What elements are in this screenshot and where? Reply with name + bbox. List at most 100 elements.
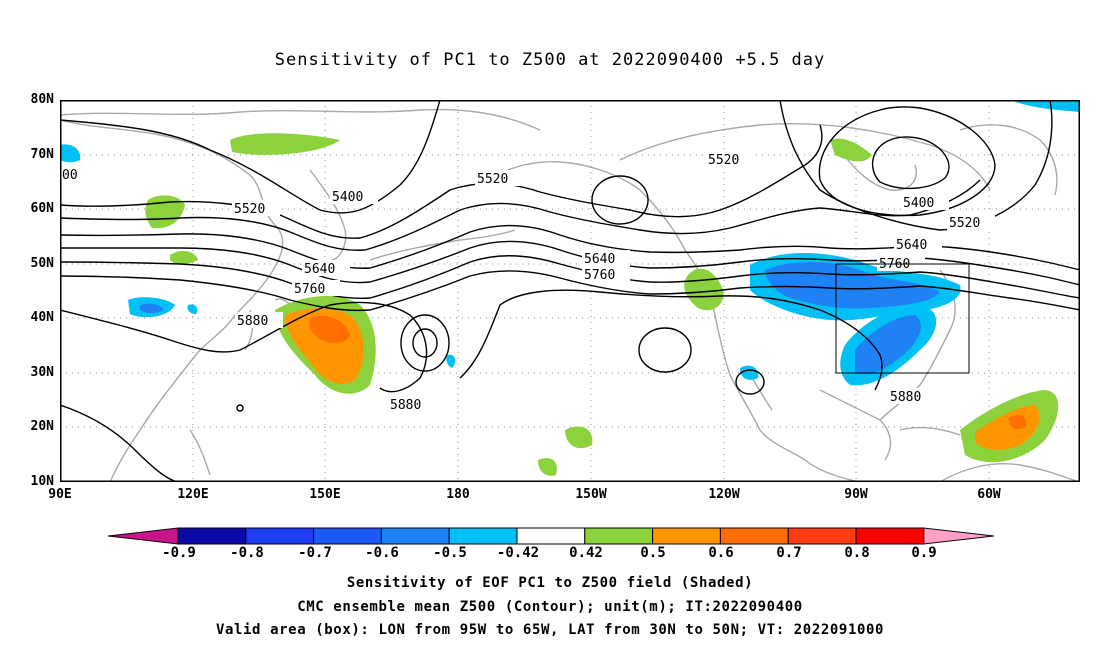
coastline-philippines xyxy=(189,429,211,476)
colorbar-label: 0.8 xyxy=(844,545,870,561)
contour-5400-east-inner xyxy=(871,136,950,190)
contour-label-5760-pacific: 5760 xyxy=(584,268,615,283)
map-canvas: 5400 5520 5640 5760 5880 5520 5640 5760 … xyxy=(60,100,1080,482)
coastline-gulf-mexico xyxy=(819,389,892,461)
contour-closed-f xyxy=(236,404,244,412)
shade-blue-mexico xyxy=(740,365,759,380)
colorbar-cell xyxy=(380,527,450,545)
shade-green-hawaii-a xyxy=(565,426,593,449)
contour-label-5880: 5880 xyxy=(237,314,268,329)
colorbar-left-tip xyxy=(108,527,179,545)
lat-label-10n: 10N xyxy=(30,474,54,489)
colorbar-label: -0.7 xyxy=(298,545,332,561)
lat-label-40n: 40N xyxy=(30,310,54,325)
shade-green-siberia xyxy=(145,195,185,229)
shade-darkorange-japan xyxy=(309,315,350,343)
contour-label-5880-east: 5880 xyxy=(890,390,921,405)
lon-label-90w: 90W xyxy=(844,487,868,502)
contour-label-partial: 00 xyxy=(62,168,78,183)
map-panel: 5400 5520 5640 5760 5880 5520 5640 5760 … xyxy=(60,100,1080,482)
contour-5880-c xyxy=(60,404,181,482)
map-frame xyxy=(60,100,1080,482)
coastline-alaska xyxy=(479,161,686,251)
contour-5400-west xyxy=(60,100,441,214)
shade-blue-arctic xyxy=(1010,100,1080,112)
coastline-siberia-north xyxy=(60,108,541,131)
lat-label-30n: 30N xyxy=(30,365,54,380)
colorbar-cell xyxy=(719,527,789,545)
shade-blue-tiny-b xyxy=(446,354,456,368)
coastline-south-america xyxy=(939,462,1080,482)
colorbar-cell xyxy=(245,527,315,545)
contour-label-5640-pacific: 5640 xyxy=(584,252,615,267)
shade-blue-tiny-a xyxy=(187,304,198,314)
coastline-baja xyxy=(749,374,773,411)
contour-label-5640: 5640 xyxy=(304,262,335,277)
shade-medblue-us-east xyxy=(855,315,921,375)
shade-green-hudson xyxy=(830,138,872,162)
lon-label-120w: 120W xyxy=(708,487,740,502)
colorbar-cell xyxy=(516,527,586,545)
contour-label-5880-central: 5880 xyxy=(390,398,421,413)
lon-label-150e: 150E xyxy=(309,487,341,502)
shade-green-small-a xyxy=(170,250,198,265)
colorbar-label: 0.9 xyxy=(911,545,937,561)
contour-5880-a xyxy=(60,301,428,393)
contour-closed-d xyxy=(591,175,649,225)
shade-darkorange-atlantic xyxy=(1008,414,1027,430)
coastline-aleutians xyxy=(369,229,516,261)
contour-5880-b xyxy=(459,289,883,391)
contour-label-5520-pacific: 5520 xyxy=(477,172,508,187)
colorbar-right-tip xyxy=(923,527,994,545)
map-title: Sensitivity of PC1 to Z500 at 2022090400… xyxy=(274,50,826,70)
shade-blue-asia-core xyxy=(140,303,164,313)
contour-label-5640-east: 5640 xyxy=(896,238,927,253)
coastline-hudson-bay xyxy=(839,149,917,191)
colorbar-label: 0.5 xyxy=(640,545,666,561)
shade-orange-atlantic xyxy=(975,405,1040,450)
contour-label-5520: 5520 xyxy=(234,202,265,217)
contour-5520-a xyxy=(60,124,823,239)
valid-area-box xyxy=(835,263,970,374)
colorbar-cells xyxy=(108,527,994,545)
coastline-kamchatka xyxy=(309,169,347,261)
colorbar-cell xyxy=(584,527,654,545)
lat-label-60n: 60N xyxy=(30,201,54,216)
lon-label-150w: 150W xyxy=(575,487,607,502)
caption-line-3: Valid area (box): LON from 95W to 65W, L… xyxy=(215,622,885,638)
shade-green-kamchatka xyxy=(230,133,340,155)
caption-line-1: Sensitivity of EOF PC1 to Z500 field (Sh… xyxy=(346,575,754,591)
shade-green-hawaii-b xyxy=(538,458,557,476)
colorbar-label: 0.42 xyxy=(569,545,603,561)
lat-label-70n: 70N xyxy=(30,147,54,162)
coastline-canada-arctic xyxy=(619,123,991,191)
contour-5760-b xyxy=(60,270,1080,312)
lat-label-20n: 20N xyxy=(30,419,54,434)
coastline-east-asia xyxy=(60,119,284,482)
contour-labels: 5400 5520 5640 5760 5880 5520 5640 5760 … xyxy=(60,151,995,413)
colorbar-cell xyxy=(313,527,382,545)
colorbar-cell xyxy=(855,527,925,545)
colorbar xyxy=(108,527,994,545)
contour-5520-b xyxy=(60,179,981,251)
shade-green-pacnw xyxy=(684,268,724,311)
colorbar-label: 0.7 xyxy=(776,545,802,561)
colorbar-label: -0.5 xyxy=(433,545,467,561)
contour-label-5400-east: 5400 xyxy=(903,196,934,211)
contour-label-5400: 5400 xyxy=(332,190,363,205)
coastline-greenland xyxy=(959,124,1058,196)
sensitivity-shading xyxy=(60,100,1080,476)
colorbar-cell xyxy=(448,527,518,545)
colorbar-label: -0.6 xyxy=(365,545,399,561)
lon-label-90e: 90E xyxy=(48,487,72,502)
colorbar-cell xyxy=(652,527,721,545)
contour-5400-east-outer xyxy=(818,106,996,217)
caption-line-2: CMC ensemble mean Z500 (Contour); unit(m… xyxy=(297,599,803,615)
coastline-cuba xyxy=(899,426,961,436)
contour-label-5520-east: 5520 xyxy=(949,216,980,231)
contour-closed-e xyxy=(735,369,765,395)
shade-blue-westedge xyxy=(60,144,81,163)
lat-label-80n: 80N xyxy=(30,92,54,107)
lat-label-50n: 50N xyxy=(30,256,54,271)
lon-label-120e: 120E xyxy=(177,487,209,502)
